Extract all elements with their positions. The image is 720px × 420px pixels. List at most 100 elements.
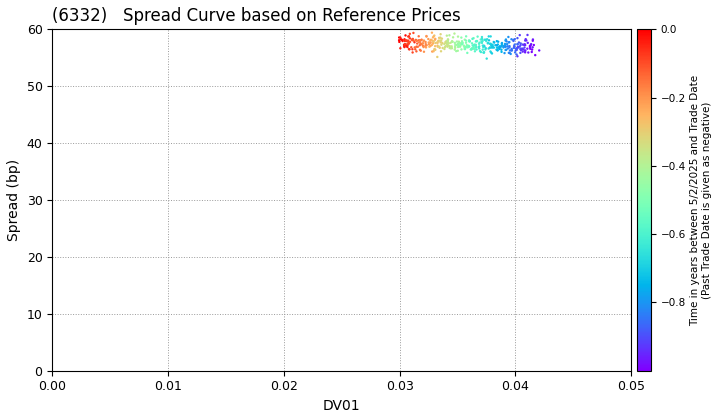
Point (483, 37, 495, 44)
Point (435, 31, 446, 37)
Point (515, 45, 526, 52)
Point (463, 38, 474, 45)
Point (508, 43, 520, 50)
Point (512, 41, 523, 48)
Point (414, 42, 426, 49)
Point (452, 33, 464, 40)
Point (442, 36, 454, 43)
Point (434, 45, 446, 51)
Point (399, 36, 410, 43)
Point (508, 44, 520, 51)
Point (417, 42, 428, 49)
Point (429, 43, 441, 50)
Point (503, 39, 515, 45)
Point (449, 45, 461, 51)
Point (442, 37, 454, 44)
Point (482, 36, 493, 42)
Point (460, 33, 472, 40)
Point (402, 44, 413, 50)
Point (431, 54, 443, 60)
Point (467, 35, 478, 42)
Point (457, 39, 469, 46)
Point (435, 34, 446, 41)
Point (527, 44, 539, 51)
Point (521, 37, 532, 44)
Point (400, 37, 412, 44)
Point (518, 46, 529, 53)
Point (436, 48, 447, 55)
Point (418, 40, 429, 47)
Point (424, 39, 436, 46)
Point (418, 44, 429, 50)
Point (425, 39, 436, 46)
Point (445, 39, 456, 46)
Point (469, 42, 480, 48)
Point (478, 49, 490, 56)
Point (492, 38, 504, 45)
Point (534, 47, 545, 54)
Point (418, 38, 429, 45)
Text: (6332)   Spread Curve based on Reference Prices: (6332) Spread Curve based on Reference P… (53, 7, 461, 25)
Point (426, 37, 437, 43)
Point (445, 45, 456, 52)
Point (424, 42, 436, 49)
Point (526, 49, 538, 55)
Point (430, 46, 441, 53)
Point (402, 42, 413, 48)
Point (485, 48, 496, 55)
Point (441, 40, 453, 47)
Y-axis label: Spread (bp): Spread (bp) (7, 159, 21, 241)
Point (432, 42, 444, 49)
Point (500, 47, 512, 53)
Point (415, 41, 426, 47)
Point (446, 43, 457, 50)
Point (510, 51, 522, 58)
Point (529, 52, 541, 58)
Point (433, 34, 445, 41)
Point (483, 45, 495, 52)
Point (436, 37, 447, 44)
Point (515, 42, 526, 49)
Point (444, 32, 455, 39)
Point (428, 38, 439, 45)
Point (413, 37, 425, 44)
Point (468, 44, 480, 50)
Point (503, 50, 515, 56)
Point (402, 33, 414, 40)
Point (500, 43, 511, 50)
Point (423, 39, 434, 46)
Point (513, 39, 525, 46)
Point (426, 42, 437, 49)
Point (462, 50, 473, 56)
Point (459, 44, 470, 50)
Point (415, 37, 426, 44)
Point (517, 46, 528, 53)
Point (403, 40, 415, 47)
Point (421, 42, 433, 49)
Point (449, 30, 460, 37)
Point (420, 33, 432, 40)
Point (498, 43, 510, 50)
Point (511, 45, 523, 52)
Point (429, 37, 441, 43)
Point (402, 37, 414, 44)
Point (402, 40, 413, 47)
Point (477, 46, 488, 53)
Point (414, 47, 426, 53)
Point (506, 47, 518, 54)
Point (411, 40, 423, 47)
Point (496, 40, 508, 47)
Point (525, 45, 536, 52)
Point (460, 37, 472, 44)
Point (399, 38, 410, 45)
Point (524, 43, 536, 50)
Point (430, 39, 441, 46)
Point (474, 47, 486, 54)
Point (474, 43, 485, 50)
Point (407, 37, 418, 43)
Point (477, 38, 488, 45)
Point (405, 44, 417, 51)
Point (504, 44, 516, 51)
Point (492, 47, 503, 53)
Point (499, 50, 510, 56)
